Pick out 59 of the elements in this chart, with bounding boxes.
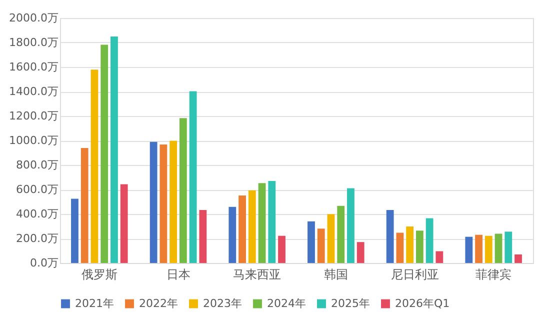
bar xyxy=(327,214,335,263)
bar xyxy=(494,234,502,263)
x-tick-label: 马来西亚 xyxy=(233,268,282,282)
bar xyxy=(426,218,434,263)
bar xyxy=(90,70,98,263)
legend-label: 2026年Q1 xyxy=(395,296,450,310)
bar xyxy=(100,44,108,263)
x-tick-label: 韩国 xyxy=(324,268,348,282)
bar xyxy=(396,232,404,263)
x-tick-label: 日本 xyxy=(166,268,190,282)
legend-label: 2022年 xyxy=(139,296,178,310)
bar xyxy=(317,228,325,263)
legend-label: 2024年 xyxy=(267,296,306,310)
bar xyxy=(475,234,482,263)
bar xyxy=(238,196,246,263)
bar xyxy=(120,184,128,263)
bar xyxy=(248,190,256,263)
bar xyxy=(150,142,158,263)
x-tick-label: 俄罗斯 xyxy=(81,268,118,282)
bar xyxy=(170,140,178,263)
bar xyxy=(386,210,394,263)
bar xyxy=(258,183,266,263)
bar xyxy=(308,221,315,263)
bar xyxy=(71,198,78,263)
bar xyxy=(228,206,236,263)
y-tick-label: 600.0万 xyxy=(16,183,58,196)
bar xyxy=(268,181,276,263)
bar xyxy=(436,251,444,263)
y-tick-label: 1200.0万 xyxy=(9,110,58,122)
bar xyxy=(504,232,512,263)
bar xyxy=(110,36,118,263)
y-tick-label: 1000.0万 xyxy=(9,134,58,147)
bar xyxy=(189,91,197,263)
y-tick-label: 400.0万 xyxy=(16,208,58,220)
bar xyxy=(416,230,424,263)
legend-label: 2025年 xyxy=(331,296,370,310)
x-tick-label: 菲律宾 xyxy=(476,268,512,282)
bar xyxy=(160,144,168,263)
bar xyxy=(80,148,88,263)
bar xyxy=(465,236,473,263)
bar xyxy=(199,210,207,263)
bar xyxy=(179,118,187,263)
bar xyxy=(347,188,354,263)
y-tick-label: 200.0万 xyxy=(16,232,58,245)
y-tick-label: 800.0万 xyxy=(16,158,58,172)
bar xyxy=(484,236,492,263)
y-tick-label: 0.0万 xyxy=(30,256,58,270)
bar xyxy=(337,206,345,263)
y-tick-label: 1600.0万 xyxy=(9,60,58,74)
y-tick-label: 1400.0万 xyxy=(9,85,58,98)
legend-label: 2021年 xyxy=(75,296,114,310)
y-tick-label: 1800.0万 xyxy=(9,36,58,49)
legend-label: 2023年 xyxy=(203,296,242,310)
bar xyxy=(278,236,286,263)
y-tick-label: 2000.0万 xyxy=(9,12,58,24)
x-tick-label: 尼日利亚 xyxy=(390,268,439,282)
bar xyxy=(514,254,522,263)
bar xyxy=(356,242,364,263)
bar xyxy=(406,226,414,263)
